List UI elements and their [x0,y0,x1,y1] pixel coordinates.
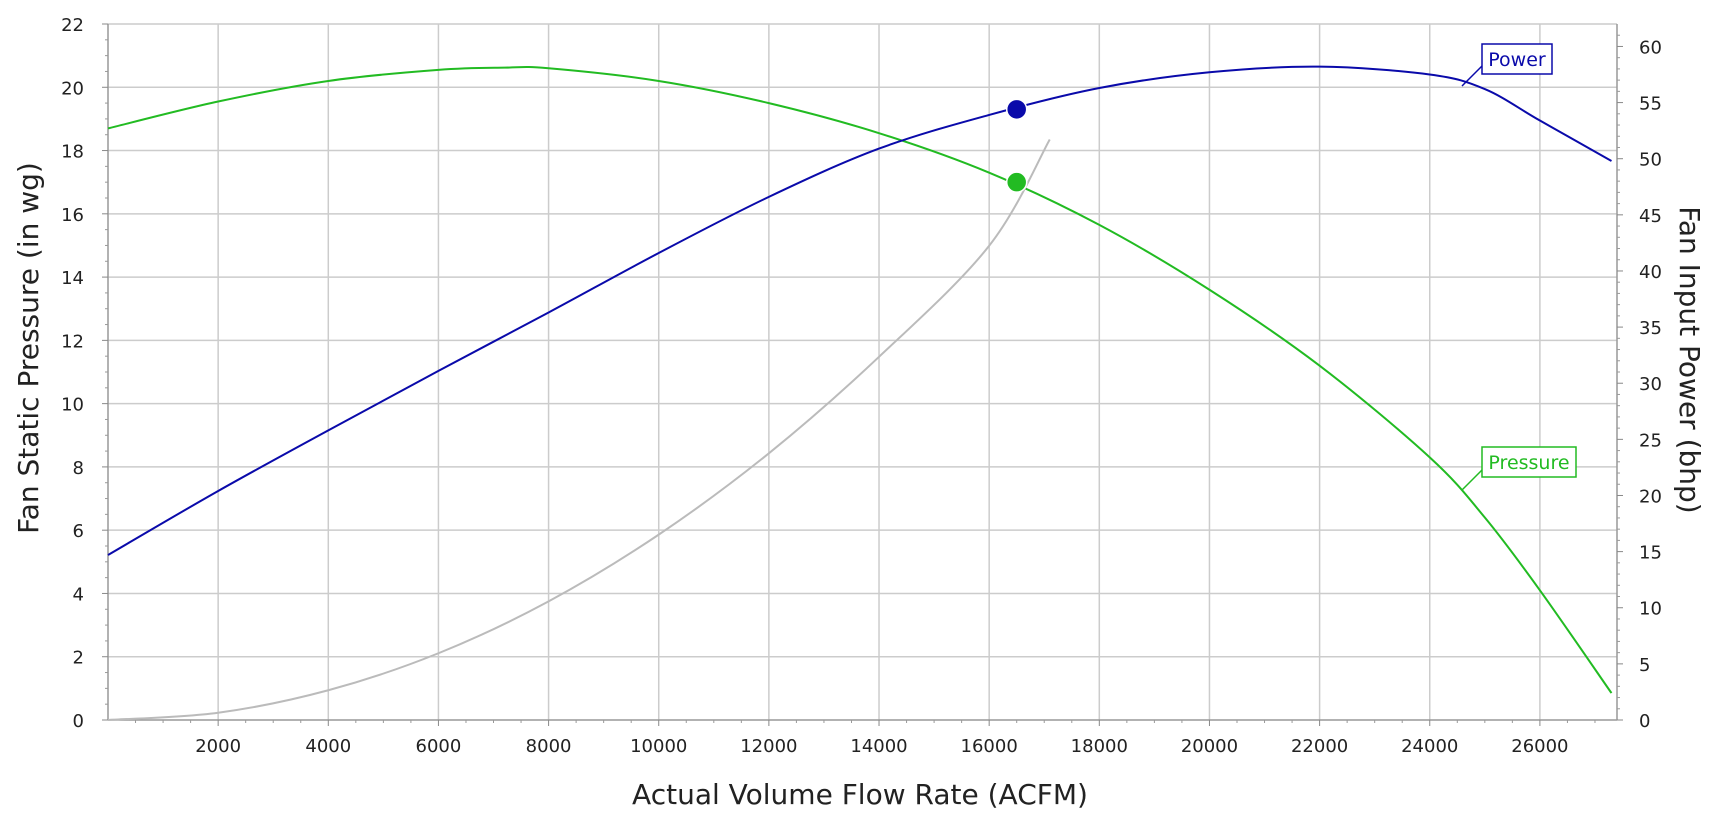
x-tick-label: 14000 [850,736,907,757]
power-curve [107,65,1612,556]
x-tick-label: 20000 [1181,736,1238,757]
y-tick-label: 12 [61,331,84,352]
legend-box-pressure [1481,446,1577,478]
y-axis-title: Fan Static Pressure (in wg) [12,162,45,534]
y2-tick-label: 15 [1639,543,1662,564]
legend-label-power: Power [1488,49,1546,71]
y2-axis-title: Fan Input Power (bhp) [1673,206,1706,513]
y2-tick-label: 25 [1639,430,1662,451]
power-operating-point [1005,98,1028,121]
y-tick-label: 20 [61,78,84,99]
y-tick-label: 8 [73,458,84,479]
grid [108,23,1617,720]
x-tick-label: 26000 [1511,736,1568,757]
y-tick-label: 10 [61,395,84,416]
y2-axis-ticks: 0 5 10 15 20 25 30 35 40 45 50 55 60 [1617,34,1662,732]
x-tick-label: 22000 [1291,736,1348,757]
y2-tick-label: 30 [1639,374,1662,395]
legend-label-pressure: Pressure [1488,452,1569,474]
y-tick-label: 16 [61,205,84,226]
y-tick-label: 4 [73,584,84,605]
x-tick-label: 18000 [1071,736,1128,757]
x-tick-label: 10000 [630,736,687,757]
x-tick-label: 24000 [1401,736,1458,757]
y2-tick-label: 20 [1639,486,1662,507]
x-tick-label: 2000 [195,736,241,757]
y2-tick-label: 10 [1639,599,1662,620]
x-tick-label: 12000 [740,736,797,757]
pressure-operating-point [1005,171,1028,193]
y2-tick-label: 0 [1639,711,1650,732]
legend-labels: Power Pressure [1461,43,1577,491]
y2-tick-label: 55 [1639,94,1662,115]
x-axis-title: Actual Volume Flow Rate (ACFM) [632,778,1088,811]
y-tick-label: 22 [61,15,84,36]
y-axis-ticks: 0 2 4 6 8 10 12 14 16 18 20 22 [61,15,108,732]
y-tick-label: 2 [73,648,84,669]
y-tick-label: 14 [61,268,84,289]
operating-points [1005,98,1028,193]
y2-tick-label: 40 [1639,262,1662,283]
system-curve [107,138,1051,721]
legend-box-power [1481,43,1553,75]
y-tick-label: 6 [73,521,84,542]
y2-tick-label: 45 [1639,206,1662,227]
y2-tick-label: 5 [1639,655,1650,676]
y2-tick-label: 35 [1639,318,1662,339]
legend-leader-power [1461,65,1483,87]
y2-tick-label: 50 [1639,150,1662,171]
y-tick-label: 0 [73,711,84,732]
x-axis-ticks: 2000 4000 6000 8000 10000 12000 14000 16000 1800… [135,720,1596,757]
series-lines [107,65,1613,721]
x-tick-label: 8000 [526,736,572,757]
y-tick-label: 18 [61,142,84,163]
x-tick-label: 6000 [416,736,462,757]
x-tick-label: 4000 [305,736,351,757]
pressure-curve [107,66,1613,694]
legend-leader-pressure [1461,469,1483,491]
x-tick-label: 16000 [961,736,1018,757]
y2-tick-label: 60 [1639,37,1662,58]
